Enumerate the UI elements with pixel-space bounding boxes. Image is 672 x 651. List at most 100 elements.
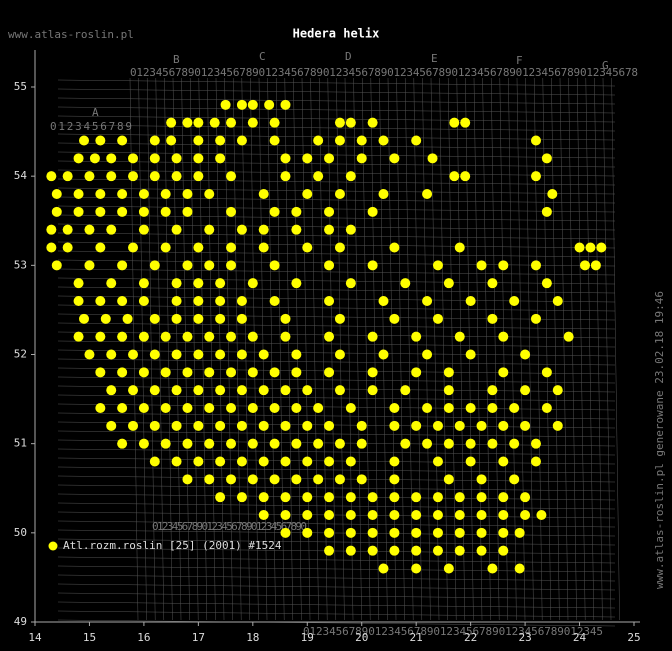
occurrence-dot (389, 420, 400, 431)
grid-cell-line (490, 77, 500, 621)
occurrence-dot (334, 189, 345, 199)
occurrence-dot (226, 171, 237, 182)
occurrence-dot (258, 510, 269, 520)
occurrence-dot (302, 510, 313, 520)
occurrence-dot (313, 474, 324, 485)
occurrence-dot (106, 153, 117, 164)
occurrence-dot (520, 420, 531, 431)
occurrence-dot (100, 313, 111, 324)
occurrence-dot (79, 135, 90, 146)
y-tick-label: 49 (14, 615, 27, 628)
occurrence-dot (302, 420, 313, 431)
occurrence-dot (280, 171, 291, 182)
occurrence-dot (422, 438, 433, 449)
occurrence-dot (498, 456, 509, 467)
occurrence-dot (95, 331, 106, 342)
occurrence-dot (411, 367, 422, 378)
grid-cell-line (57, 286, 616, 294)
occurrence-dot (476, 510, 487, 520)
occurrence-dot (291, 224, 302, 235)
grid-cell-line (57, 88, 616, 96)
grid-cell-line (57, 394, 616, 402)
occurrence-dot (247, 117, 258, 128)
grid-letter: B (173, 53, 180, 66)
occurrence-dot (236, 492, 247, 503)
grid-cell-line (232, 77, 242, 621)
occurrence-dot (95, 242, 106, 253)
occurrence-dot (117, 206, 128, 217)
grid-cell-line (57, 79, 616, 87)
occurrence-dot (128, 171, 139, 182)
occurrence-dot (345, 224, 356, 235)
occurrence-dot (171, 456, 182, 467)
grid-cell-line (379, 77, 388, 621)
grid-cell-line (57, 538, 616, 546)
grid-cell-line (57, 232, 616, 240)
occurrence-dot (302, 189, 313, 199)
occurrence-dot (454, 545, 465, 556)
x-tick-label: 23 (518, 631, 531, 644)
occurrence-dot (236, 99, 247, 110)
occurrence-dot (378, 135, 389, 146)
occurrence-dot (389, 242, 400, 253)
occurrence-dot (389, 510, 400, 520)
occurrence-dot (117, 189, 128, 199)
occurrence-dot (291, 367, 302, 378)
grid-cell-line (57, 430, 616, 438)
grid-cell-line (542, 77, 552, 621)
occurrence-dot (84, 171, 95, 182)
grid-cell-line (57, 268, 616, 276)
occurrence-dot (160, 242, 171, 253)
occurrence-dot (236, 456, 247, 467)
occurrence-dot (73, 189, 84, 199)
occurrence-dot (46, 171, 57, 182)
grid-cell-line (215, 77, 225, 621)
occurrence-dot (324, 153, 335, 164)
occurrence-dot (443, 563, 454, 574)
occurrence-dot (443, 403, 454, 413)
occurrence-dot (367, 492, 378, 503)
occurrence-dot (160, 189, 171, 199)
occurrence-dot (182, 117, 193, 128)
occurrence-dot (367, 206, 378, 217)
occurrence-dot (487, 313, 498, 324)
occurrence-dot (280, 492, 291, 503)
occurrence-dot (313, 135, 324, 146)
occurrence-dot (149, 456, 160, 467)
occurrence-dot (95, 135, 106, 146)
x-tick-label: 22 (464, 631, 477, 644)
occurrence-dot (411, 135, 422, 146)
occurrence-dot (73, 206, 84, 217)
occurrence-dot (530, 456, 541, 467)
occurrence-dot (530, 313, 541, 324)
occurrence-dot (171, 171, 182, 182)
occurrence-dot (427, 153, 438, 164)
occurrence-dot (334, 349, 345, 360)
occurrence-dot (236, 385, 247, 396)
occurrence-dot (149, 420, 160, 431)
occurrence-dot (62, 224, 73, 235)
occurrence-dot (547, 189, 558, 199)
occurrence-dot (356, 135, 367, 146)
grid-cell-line (57, 259, 616, 267)
occurrence-dot (193, 117, 204, 128)
occurrence-dot (258, 224, 269, 235)
occurrence-dot (454, 492, 465, 503)
grid-cell-line (57, 358, 616, 366)
grid-cell-line (57, 484, 616, 492)
occurrence-dot (422, 189, 433, 199)
occurrence-dot (160, 331, 171, 342)
grid-cell-line (508, 77, 517, 621)
grid-cell-line (57, 295, 616, 303)
occurrence-dot (389, 527, 400, 538)
occurrence-dot (465, 349, 476, 360)
occurrence-dot (541, 403, 552, 413)
occurrence-dot (498, 420, 509, 431)
occurrence-dot (182, 206, 193, 217)
occurrence-dot (389, 492, 400, 503)
occurrence-dot (182, 189, 193, 199)
occurrence-dot (520, 492, 531, 503)
occurrence-dot (432, 492, 443, 503)
occurrence-dot (460, 117, 471, 128)
occurrence-dot (193, 349, 204, 360)
